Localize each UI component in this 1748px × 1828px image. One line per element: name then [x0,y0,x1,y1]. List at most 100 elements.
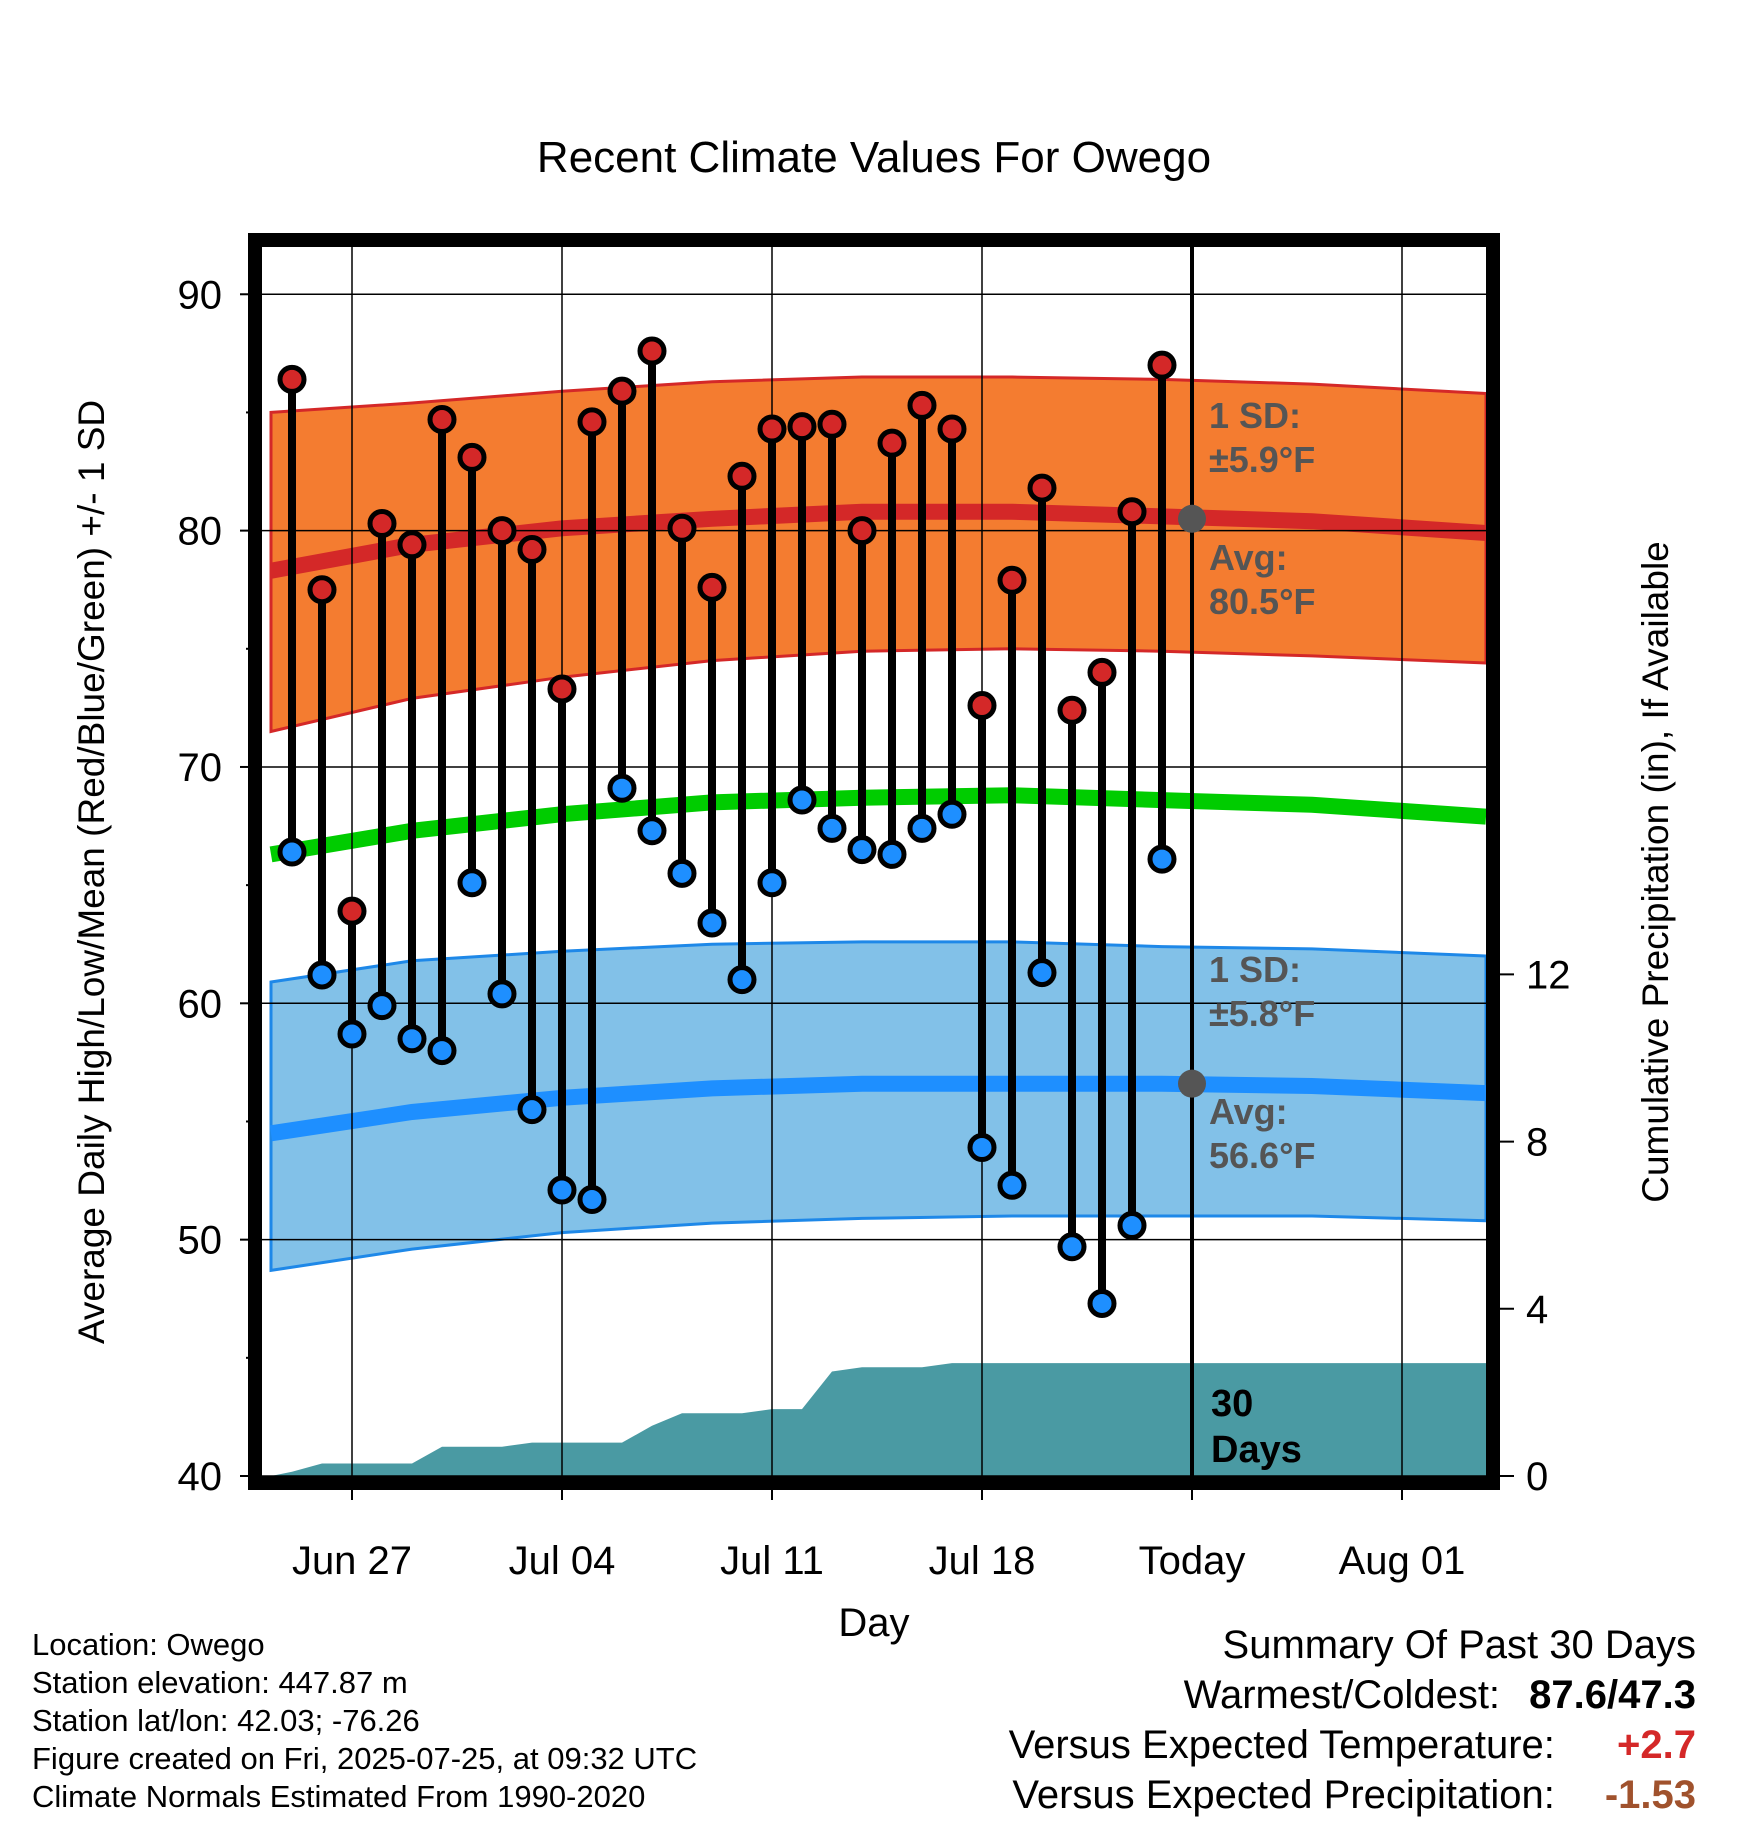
daily-high-point [757,414,787,444]
high-sd-value: ±5.9°F [1209,439,1315,480]
daily-low-point [1057,1232,1087,1262]
daily-high-point [697,572,727,602]
daily-high-point [967,691,997,721]
y2-axis-label: Cumulative Precipitation (in), If Availa… [1635,541,1676,1203]
y2-tick-label: 0 [1526,1455,1548,1499]
daily-high-point [607,376,637,406]
x-tick-label: Jun 27 [292,1539,412,1583]
daily-high-point [1147,350,1177,380]
high-avg-label: Avg: [1209,537,1288,578]
daily-low-point [397,1024,427,1054]
latlon-text: Station lat/lon: 42.03; -76.26 [32,1703,420,1738]
metadata-block: Location: Owego Station elevation: 447.8… [32,1626,697,1816]
daily-low-point [667,858,697,888]
daily-high-point [547,674,577,704]
low-sd-label: 1 SD: [1209,949,1301,990]
daily-high-point [427,405,457,435]
y-tick-label: 90 [178,273,223,317]
daily-high-point [1057,695,1087,725]
daily-high-point [637,336,667,366]
y-axis-label: Average Daily High/Low/Mean (Red/Blue/Gr… [71,400,112,1344]
x-tick-label: Jul 04 [509,1539,616,1583]
temp-value: +2.7 [1617,1723,1696,1767]
summary-block: Summary Of Past 30 Days Warmest/Coldest:… [1009,1620,1696,1820]
daily-low-point [1087,1288,1117,1318]
daily-low-point [907,813,937,843]
daily-low-point [547,1175,577,1205]
summary-warm-cold: Warmest/Coldest: 87.6/47.3 [1009,1670,1696,1720]
daily-low-point [817,813,847,843]
daily-low-point [697,908,727,938]
daily-low-point [517,1095,547,1125]
daily-high-point [817,409,847,439]
precip-value: -1.53 [1604,1773,1696,1817]
high-sd-label: 1 SD: [1209,395,1301,436]
chart-title: Recent Climate Values For Owego [537,133,1211,182]
daily-high-point [997,565,1027,595]
daily-high-point [517,535,547,565]
x-tick-label: Jul 11 [720,1539,824,1583]
today-avg-marker [1178,1069,1206,1098]
plot-frame [248,233,1500,1490]
plot-inner [262,247,1486,1476]
daily-low-point [487,979,517,1009]
summary-temp: Versus Expected Temperature: +2.7 [1009,1720,1696,1770]
daily-low-point [787,785,817,815]
y-tick-label: 70 [178,746,223,790]
days-label-number: 30 [1211,1383,1253,1425]
daily-low-point [637,816,667,846]
temp-label: Versus Expected Temperature: [1008,1723,1555,1767]
daily-low-point [727,965,757,995]
daily-low-point [1117,1210,1147,1240]
created-text: Figure created on Fri, 2025-07-25, at 09… [32,1741,698,1776]
daily-low-point [427,1036,457,1066]
y2-tick-label: 4 [1526,1288,1548,1332]
daily-low-point [457,868,487,898]
low-avg-line [269,1075,1486,1142]
daily-high-point [337,896,367,926]
today-avg-marker [1178,504,1206,533]
mean-avg-line [269,787,1486,863]
location-text: Location: Owego [32,1627,265,1662]
daily-low-point [607,773,637,803]
daily-low-point [277,837,307,867]
daily-high-point [397,530,427,560]
daily-high-point [1087,657,1117,687]
high-avg-line [269,503,1486,579]
daily-high-point [727,461,757,491]
x-tick-label: Aug 01 [1339,1539,1466,1583]
daily-high-point [907,390,937,420]
precip-area [271,1363,1486,1476]
daily-high-point [487,516,517,546]
daily-high-point [787,412,817,442]
daily-low-point [847,835,877,865]
daily-low-point [337,1019,367,1049]
precip-label: Versus Expected Precipitation: [1012,1773,1555,1817]
warm-cold-label: Warmest/Coldest: [1183,1673,1501,1717]
y2-tick-label: 8 [1526,1121,1548,1165]
low-avg-value: 56.6°F [1209,1135,1315,1176]
x-tick-label: Jul 18 [929,1539,1036,1583]
daily-low-point [1027,958,1057,988]
daily-high-point [307,575,337,605]
daily-low-point [877,839,907,869]
days-label-text: Days [1211,1429,1302,1471]
y-tick-label: 40 [178,1455,223,1499]
low-avg-label: Avg: [1209,1091,1288,1132]
low-sd-value: ±5.8°F [1209,993,1315,1034]
normals-text: Climate Normals Estimated From 1990-2020 [32,1779,646,1814]
daily-low-point [757,868,787,898]
daily-high-point [667,513,697,543]
daily-high-point [277,364,307,394]
daily-high-point [577,407,607,437]
x-tick-label: Today [1139,1539,1246,1583]
daily-low-point [307,960,337,990]
y-tick-label: 50 [178,1219,223,1263]
daily-low-point [1147,844,1177,874]
y-tick-label: 60 [178,982,223,1026]
warm-cold-value: 87.6/47.3 [1529,1673,1696,1717]
daily-high-point [877,428,907,458]
daily-high-point [1027,473,1057,503]
